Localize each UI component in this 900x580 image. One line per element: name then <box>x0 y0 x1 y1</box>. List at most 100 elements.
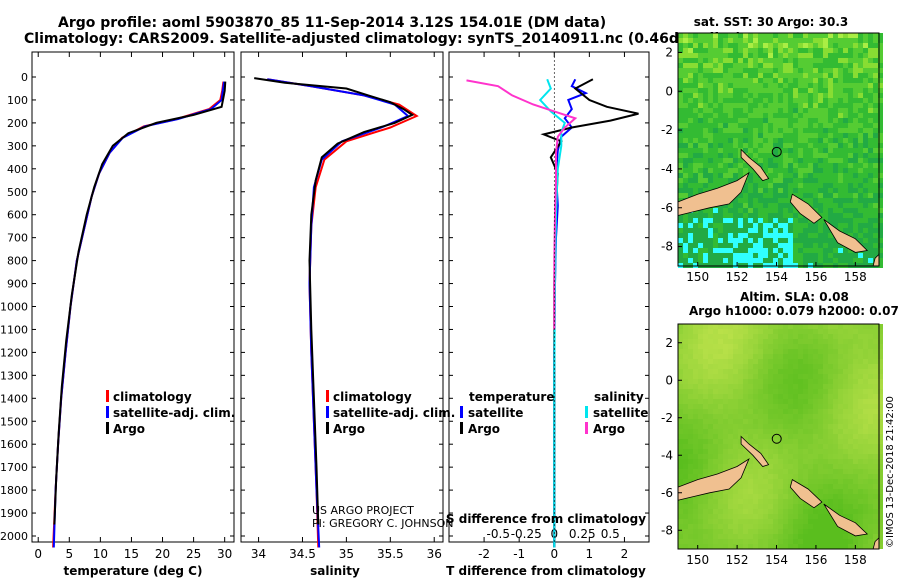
map-cell <box>808 128 813 133</box>
map-cell <box>848 454 853 459</box>
map-cell <box>683 33 688 38</box>
map-cell <box>743 53 748 58</box>
map-cell <box>688 529 693 534</box>
map-cell <box>853 479 858 484</box>
map-cell <box>833 128 838 133</box>
map-cell <box>703 228 708 233</box>
map-cell <box>688 354 693 359</box>
map-cell <box>748 128 753 133</box>
map-cell <box>758 113 763 118</box>
map-cell <box>778 33 783 38</box>
map-cell <box>833 83 838 88</box>
map-cell <box>748 494 753 499</box>
map-cell <box>798 218 803 223</box>
map-cell <box>718 78 723 83</box>
map-cell <box>843 359 848 364</box>
map-cell <box>863 153 868 158</box>
map-cell <box>768 379 773 384</box>
x-tick-label: 34.5 <box>289 547 316 561</box>
map-cell <box>723 158 728 163</box>
map-cell <box>733 444 738 449</box>
map-cell <box>873 404 878 409</box>
map-cell <box>773 163 778 168</box>
map-cell <box>733 484 738 489</box>
map-cell <box>758 329 763 334</box>
map-cell <box>848 133 853 138</box>
map-cell <box>768 188 773 193</box>
map-cell <box>693 544 698 549</box>
map-cell <box>843 379 848 384</box>
map-cell <box>848 118 853 123</box>
map-cell <box>838 208 843 213</box>
map-cell <box>798 48 803 53</box>
map-cell <box>853 519 858 524</box>
map-cell <box>788 339 793 344</box>
map-cell <box>688 439 693 444</box>
map-cell <box>793 524 798 529</box>
map-cell <box>758 324 763 329</box>
map-cell <box>733 53 738 58</box>
legend-swatch-argo <box>326 422 329 434</box>
map-cell <box>688 73 693 78</box>
map-cell <box>713 369 718 374</box>
map-cell <box>688 344 693 349</box>
map-cell <box>848 233 853 238</box>
map-cell <box>818 193 823 198</box>
map-cell <box>793 238 798 243</box>
map-cell <box>733 354 738 359</box>
map-cell <box>853 118 858 123</box>
map-cell <box>678 509 683 514</box>
map-cell <box>803 238 808 243</box>
difference-panel: -2 -1 0 1 2-0.5 -0.25 0 0.25 0.5 T difference fr… <box>446 51 650 578</box>
map-cell <box>763 449 768 454</box>
difference-series <box>466 52 639 548</box>
map-cell <box>708 108 713 113</box>
map-cell <box>858 534 863 539</box>
map-cell <box>763 499 768 504</box>
map-cell <box>698 509 703 514</box>
map-cell <box>743 203 748 208</box>
map-cell <box>763 364 768 369</box>
map-cell <box>878 494 883 499</box>
map-cell <box>778 93 783 98</box>
map-cell <box>688 153 693 158</box>
map-cell <box>868 544 873 549</box>
map-cell <box>788 394 793 399</box>
map-cell <box>718 178 723 183</box>
map-cell <box>843 504 848 509</box>
map-cell <box>718 108 723 113</box>
map-cell <box>738 349 743 354</box>
map-cell <box>848 203 853 208</box>
map-cell <box>783 168 788 173</box>
map-cell <box>853 108 858 113</box>
map-cell <box>703 424 708 429</box>
map-cell <box>818 253 823 258</box>
map-cell <box>818 203 823 208</box>
series-line-climatology <box>267 78 419 548</box>
map-cell <box>878 464 883 469</box>
map-cell <box>738 43 743 48</box>
map-cell <box>813 48 818 53</box>
map-cell <box>718 454 723 459</box>
map-cell <box>698 444 703 449</box>
map-cell <box>708 78 713 83</box>
map-cell <box>813 243 818 248</box>
map-cell <box>878 218 883 223</box>
map-cell <box>718 499 723 504</box>
map-cell <box>843 73 848 78</box>
map-cell <box>823 248 828 253</box>
map-cell <box>783 198 788 203</box>
map-cell <box>798 329 803 334</box>
map-cell <box>843 449 848 454</box>
map-cell <box>848 48 853 53</box>
map-cell <box>838 539 843 544</box>
map-cell <box>763 529 768 534</box>
map-cell <box>878 419 883 424</box>
map-cell <box>798 359 803 364</box>
map-cell <box>768 118 773 123</box>
map-cell <box>778 394 783 399</box>
map-cell <box>698 253 703 258</box>
map-cell <box>813 524 818 529</box>
map-cell <box>743 514 748 519</box>
map-cell <box>743 404 748 409</box>
